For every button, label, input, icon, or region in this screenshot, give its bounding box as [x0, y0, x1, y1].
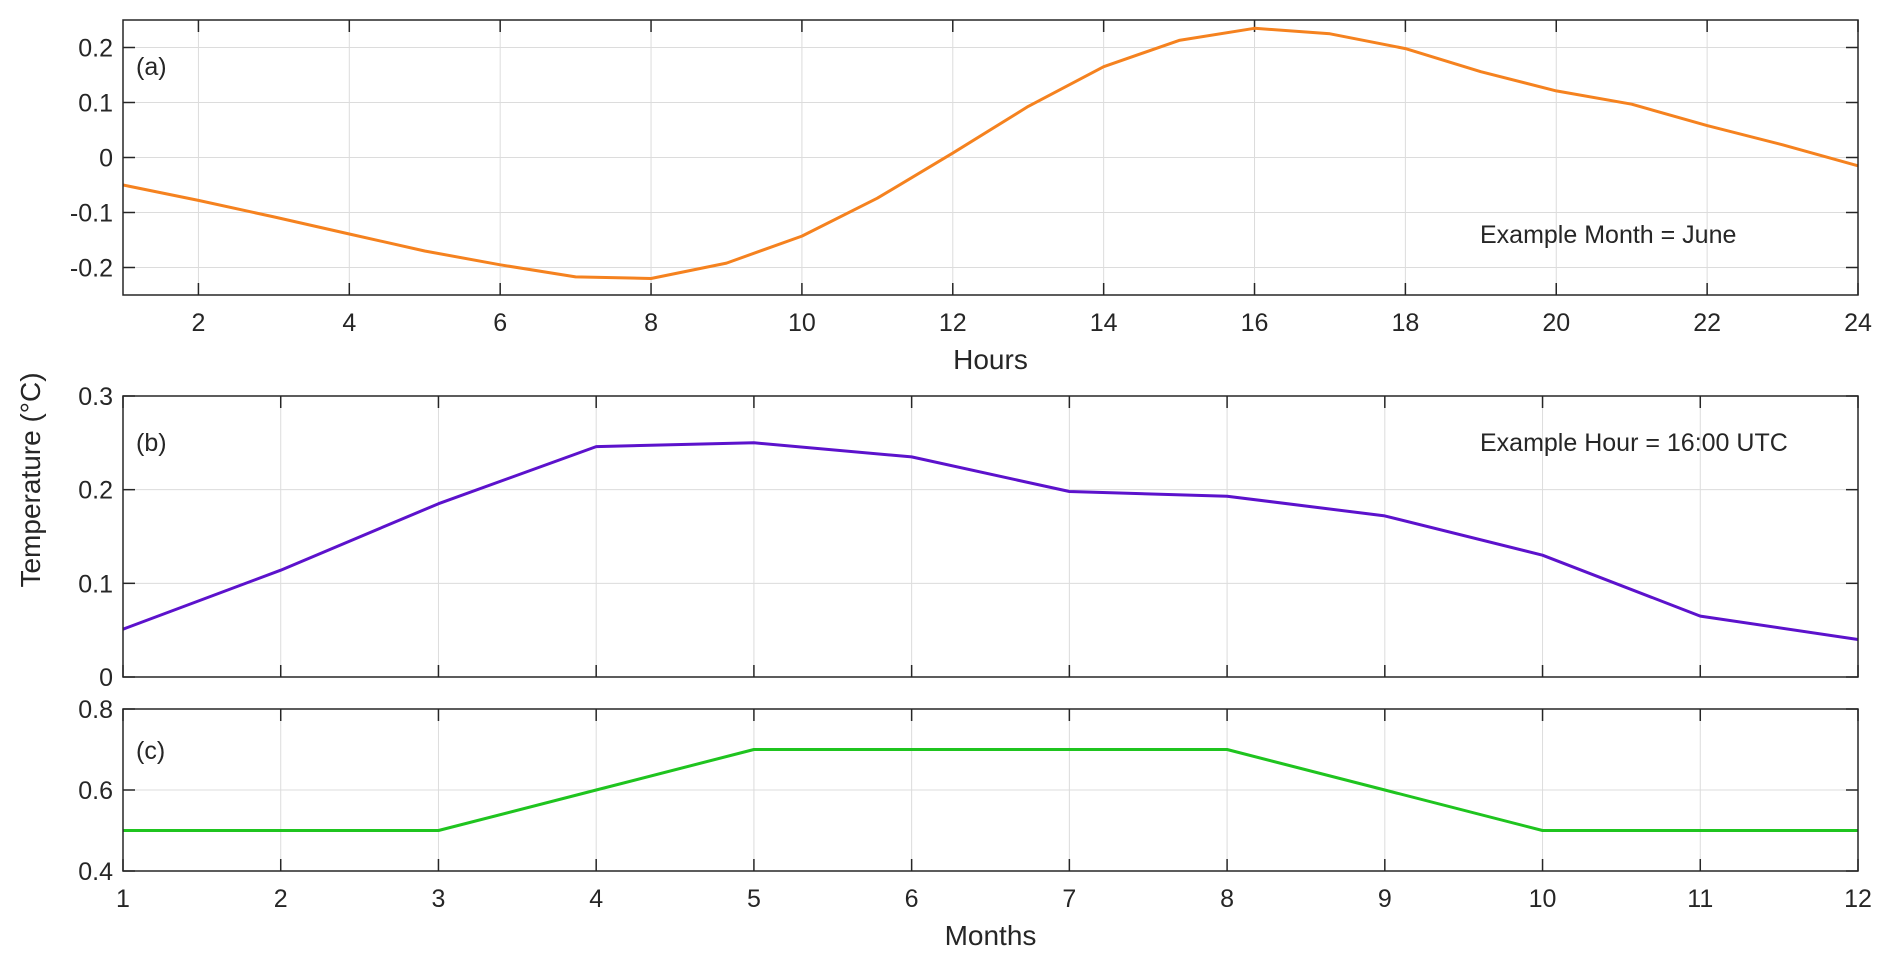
y-tick-label: 0.2 [78, 35, 113, 63]
axes-box [122, 395, 1859, 678]
y-tick-label: -0.1 [70, 200, 113, 228]
axes-box [122, 708, 1859, 872]
y-tick-label: 0.6 [78, 777, 113, 805]
x-tick-label: 10 [788, 309, 816, 337]
x-tick-label: 4 [342, 309, 356, 337]
x-tick-label: 2 [191, 309, 205, 337]
x-tick-label: 9 [1378, 885, 1392, 913]
series-line [122, 441, 1859, 641]
x-tick-label: 24 [1844, 309, 1872, 337]
panel-tag: (c) [136, 737, 165, 765]
y-tick-label: 0.1 [78, 570, 113, 598]
x-tick-label: 1 [116, 885, 130, 913]
y-tick-label: 0.8 [78, 696, 113, 724]
y-tick-label: 0 [99, 664, 113, 692]
x-tick-label: 7 [1062, 885, 1076, 913]
series-line [122, 26, 1859, 280]
x-tick-label: 10 [1529, 885, 1557, 913]
series-line [123, 748, 1858, 832]
y-tick-label: -0.2 [70, 255, 113, 283]
x-tick-label: 20 [1542, 309, 1570, 337]
x-tick-label: 8 [644, 309, 658, 337]
y-tick-label: 0 [99, 145, 113, 173]
x-tick-label: 5 [747, 885, 761, 913]
panel-tag: (b) [136, 429, 167, 457]
y-tick-label: 0.1 [78, 90, 113, 118]
x-tick-label: 14 [1090, 309, 1118, 337]
panel-tag: (a) [136, 53, 167, 81]
x-axis-label: Hours [953, 344, 1028, 375]
x-tick-label: 6 [905, 885, 919, 913]
panel-annotation: Example Month = June [1480, 221, 1736, 249]
x-tick-label: 3 [432, 885, 446, 913]
y-tick-label: 0.2 [78, 477, 113, 505]
y-tick-label: 0.3 [78, 383, 113, 411]
shared-y-axis-label: Temperature (°C) [15, 372, 46, 587]
y-tick-label: 0.4 [78, 858, 113, 886]
axes-box [122, 19, 1859, 296]
x-tick-label: 16 [1241, 309, 1269, 337]
panel-a: -0.2-0.100.10.22 4 6 8 10 12 14 16 18 20 22 24Hours… [70, 19, 1872, 375]
panel-b: 0 0.1 0.2 0.3 (b) Example Hour = 16:00 UTC [78, 383, 1859, 692]
x-tick-label: 22 [1693, 309, 1721, 337]
x-tick-label: 2 [274, 885, 288, 913]
x-tick-label: 11 [1687, 885, 1713, 913]
x-axis-label: Months [945, 920, 1037, 951]
x-tick-label: 12 [1844, 885, 1872, 913]
x-tick-label: 8 [1220, 885, 1234, 913]
x-tick-label: 6 [493, 309, 507, 337]
x-tick-label: 18 [1391, 309, 1419, 337]
x-tick-label: 12 [939, 309, 967, 337]
panel-annotation: Example Hour = 16:00 UTC [1480, 429, 1788, 457]
x-tick-label: 4 [589, 885, 603, 913]
